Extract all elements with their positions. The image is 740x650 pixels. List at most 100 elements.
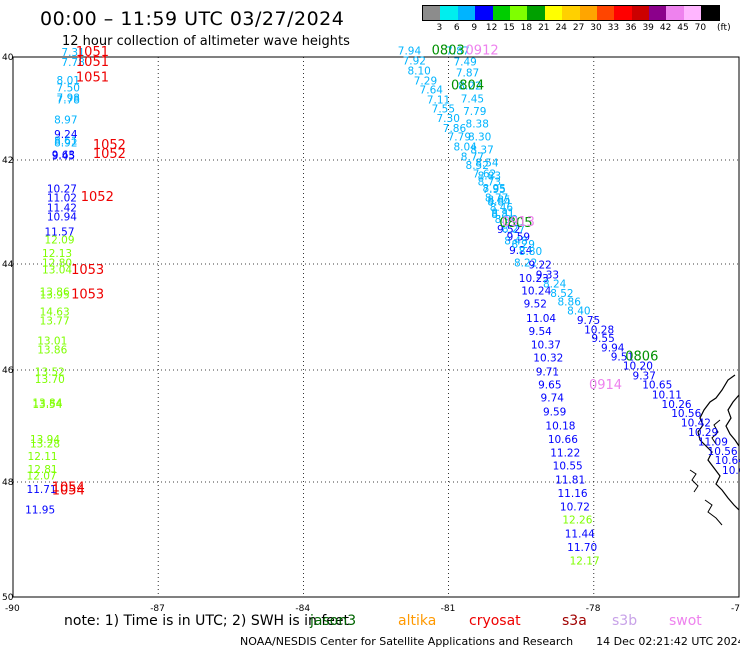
wave-height-label: 8.04 bbox=[453, 141, 477, 153]
wave-height-label: 7.86 bbox=[443, 123, 467, 135]
colorbar-swatches bbox=[422, 5, 720, 21]
wave-height-label: 7.95 bbox=[482, 184, 505, 196]
wave-height-label: 8.92 bbox=[54, 138, 77, 150]
wave-height-label: 12.26 bbox=[562, 515, 592, 527]
note-line: note: 1) Time is in UTC; 2) SWH is in fe… bbox=[64, 613, 702, 629]
wave-height-label: 13.01 bbox=[37, 335, 67, 347]
wave-height-label: 8.52 bbox=[550, 288, 573, 300]
colorbar-label: 70 bbox=[694, 23, 707, 33]
colorbar-swatch bbox=[492, 6, 510, 20]
lat-tick-label: 44 bbox=[2, 260, 14, 270]
colorbar-label: 39 bbox=[642, 23, 654, 33]
wave-height-label: 7.98 bbox=[57, 92, 80, 104]
coastline bbox=[689, 374, 740, 526]
wave-height-label: 9.71 bbox=[536, 367, 559, 379]
wave-height-label: 8.77 bbox=[485, 193, 508, 205]
wave-height-label: 7.78 bbox=[61, 57, 84, 69]
pass-number-label: 1052 bbox=[81, 190, 114, 205]
colorbar-swatch bbox=[562, 6, 580, 20]
pass-number-label: 0805 bbox=[499, 216, 532, 231]
wave-height-label: 9.22 bbox=[528, 260, 551, 272]
wave-height-label: 10.66 bbox=[548, 434, 578, 446]
wave-height-label: 8.27 bbox=[502, 224, 525, 236]
wave-height-label: 10.64 bbox=[715, 455, 740, 467]
wave-height-label: 9.45 bbox=[52, 151, 75, 163]
wave-height-label: 9.59 bbox=[543, 407, 566, 419]
wave-height-label: 9.65 bbox=[538, 380, 561, 392]
wave-height-label: 7.94 bbox=[398, 45, 422, 57]
wave-height-label: 13.86 bbox=[40, 287, 70, 299]
lon-tick-label: -75 bbox=[731, 604, 740, 614]
colorbar-label: 6 bbox=[453, 23, 460, 33]
wave-height-label: 10.29 bbox=[688, 427, 718, 439]
wave-height-label: 7.87 bbox=[446, 45, 469, 57]
wave-height-label: 10.56 bbox=[708, 446, 738, 458]
wave-height-label: 8.01 bbox=[57, 75, 80, 87]
colorbar-swatch bbox=[683, 6, 702, 20]
colorbar-swatch bbox=[596, 6, 615, 20]
wave-height-label: 7.79 bbox=[448, 132, 471, 144]
colorbar-swatch bbox=[614, 6, 632, 20]
lat-tick-label: 40 bbox=[2, 53, 14, 63]
satellite-cryosat: cryosat bbox=[469, 613, 521, 629]
wave-height-label: 8.40 bbox=[567, 306, 590, 318]
wave-height-label: 8.84 bbox=[487, 197, 511, 209]
pass-number-label: 1054 bbox=[52, 483, 85, 498]
wave-height-label: 7.11 bbox=[427, 94, 450, 106]
wave-height-label: 10.20 bbox=[623, 361, 653, 373]
lat-tick-label: 48 bbox=[2, 478, 14, 488]
lat-tick-label: 46 bbox=[2, 366, 14, 376]
wave-height-label: 13.95 bbox=[40, 289, 70, 301]
colorbar-swatch bbox=[423, 6, 441, 20]
pass-number-label: 1052 bbox=[93, 138, 126, 153]
colorbar-label: 12 bbox=[485, 23, 498, 33]
wave-height-label: 10.18 bbox=[545, 421, 575, 433]
wave-height-points: 7.317.788.017.507.987.788.979.248.618.92… bbox=[25, 45, 740, 567]
wave-height-label: 7.79 bbox=[463, 106, 486, 118]
footer-credit: NOAA/NESDIS Center for Satellite Applica… bbox=[240, 635, 574, 648]
colorbar-label: 15 bbox=[503, 23, 515, 33]
wave-height-label: 13.28 bbox=[30, 438, 60, 450]
pass-number-label: 0912 bbox=[466, 43, 499, 58]
wave-height-label: 9.52 bbox=[497, 224, 520, 236]
wave-height-label: 8.61 bbox=[54, 135, 77, 147]
wave-height-label: 12.17 bbox=[570, 556, 600, 568]
wave-height-label: 8.30 bbox=[468, 132, 491, 144]
lon-tick-label: -90 bbox=[5, 604, 20, 614]
wave-height-label: 9.54 bbox=[528, 326, 552, 338]
colorbar-label: 3 bbox=[436, 23, 443, 33]
wave-height-label: 10.32 bbox=[533, 353, 563, 365]
colorbar-swatch bbox=[544, 6, 563, 20]
colorbar-swatch bbox=[579, 6, 597, 20]
colorbar-labels: 3 6 9 12 15 18 21 24 27 30 33 36 39 42 45 70 (ft) bbox=[422, 21, 731, 35]
satellite-swot: swot bbox=[669, 613, 702, 629]
wave-height-label: 8.83 bbox=[478, 171, 501, 183]
satellite-altika: altika bbox=[398, 613, 437, 629]
wave-height-label: 8.22 bbox=[458, 80, 481, 92]
wave-height-label: 7.64 bbox=[420, 85, 444, 97]
wave-height-label: 8.37 bbox=[470, 145, 493, 157]
wave-height-label: 10.55 bbox=[553, 461, 583, 473]
wave-height-label: 13.77 bbox=[40, 315, 70, 327]
wave-height-label: 8.80 bbox=[519, 246, 542, 258]
lat-tick-label: 42 bbox=[2, 156, 13, 166]
wave-height-label: 9.51 bbox=[611, 351, 634, 363]
wave-height-label: 13.70 bbox=[35, 374, 65, 386]
wave-height-label: 11.44 bbox=[565, 529, 595, 541]
colorbar-label: 21 bbox=[538, 23, 550, 33]
wave-height-label: 8.38 bbox=[466, 119, 489, 131]
wave-height-label: 8.52 bbox=[466, 160, 489, 172]
colorbar-label: 30 bbox=[590, 23, 602, 33]
wave-height-label: 7.50 bbox=[57, 83, 80, 95]
wave-height-label: 12.80 bbox=[42, 258, 72, 270]
wave-height-label: 11.70 bbox=[567, 542, 597, 554]
wave-height-label: 13.04 bbox=[42, 265, 72, 277]
note-text: note: 1) Time is in UTC; 2) SWH is in fe… bbox=[64, 613, 350, 629]
wave-height-label: 11.42 bbox=[47, 202, 77, 214]
wave-height-label: 9.59 bbox=[507, 232, 530, 244]
wave-height-label: 11.95 bbox=[25, 504, 55, 516]
wave-height-label: 10.28 bbox=[584, 324, 614, 336]
colorbar-label: 36 bbox=[625, 23, 637, 33]
wave-height-label: 11.04 bbox=[526, 313, 556, 325]
